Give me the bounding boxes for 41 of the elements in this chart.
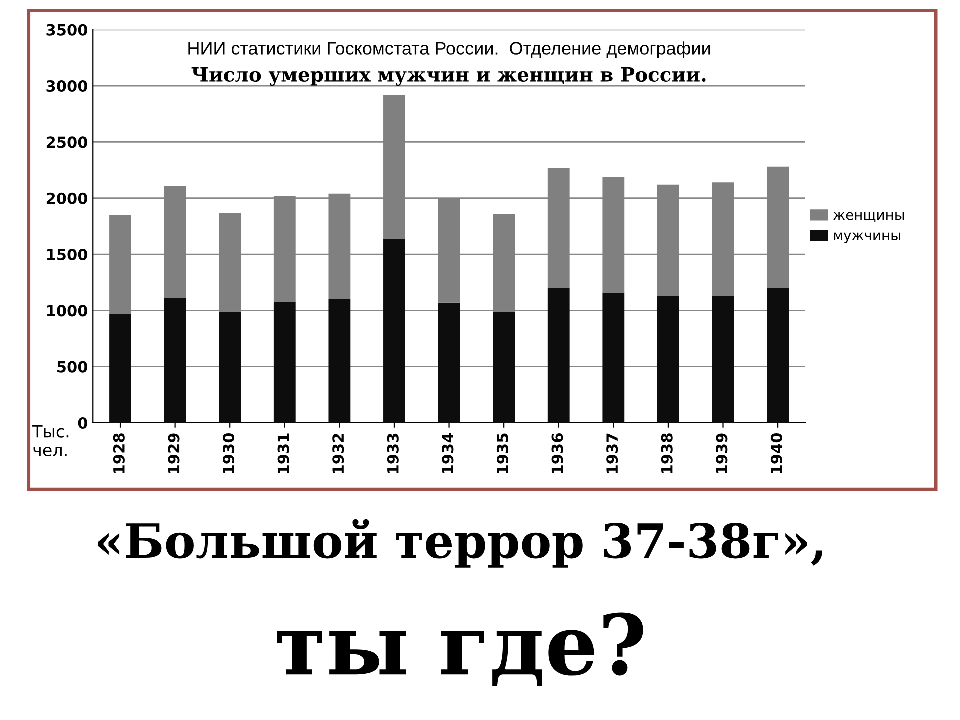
text: НИИ статистики Госкомстата России. Отделение демографии	[188, 42, 710, 59]
bar	[493, 312, 516, 423]
bar	[328, 299, 351, 423]
x-tick-label: 1933	[387, 434, 399, 474]
bar	[767, 288, 789, 423]
bar	[657, 296, 680, 423]
x-tick-label: 1938	[661, 434, 673, 474]
y-tick-label: 3500	[46, 24, 88, 36]
legend-label: женщины	[834, 212, 904, 222]
legend-label: мужчины	[834, 232, 900, 244]
x-tick-label: 1936	[552, 434, 564, 474]
x-tick-label: 1939	[716, 434, 728, 474]
bar	[712, 296, 734, 423]
text: Число умерших мужчин и женщин в России.	[192, 68, 706, 86]
bar	[438, 302, 460, 423]
bar	[164, 298, 186, 423]
y-tick-label: 3000	[46, 80, 88, 92]
x-tick-label: 1931	[278, 434, 290, 474]
y-tick-label: 1000	[47, 305, 88, 317]
y-tick-label: 2500	[46, 136, 88, 148]
bar	[548, 288, 570, 423]
x-tick-label: 1930	[222, 433, 235, 474]
text: ты где?	[277, 612, 644, 686]
bar	[274, 302, 296, 423]
bar	[602, 292, 625, 423]
text: «Большой террор 37-38г»,	[98, 519, 823, 568]
x-tick-label: 1940	[770, 433, 782, 474]
bar	[219, 312, 242, 423]
x-tick-label: 1929	[168, 434, 180, 474]
bar	[384, 238, 406, 423]
y-tick-label: 0	[78, 417, 88, 430]
x-tick-label: 1928	[113, 434, 125, 474]
y-tick-label: 2000	[46, 192, 88, 204]
x-tick-label: 1935	[496, 434, 509, 474]
y-axis-title: Тыс. чел.	[32, 425, 69, 457]
bar	[110, 314, 132, 423]
y-tick-label: 1500	[47, 248, 88, 261]
x-tick-label: 1937	[606, 434, 618, 474]
y-tick-label: 500	[58, 361, 88, 373]
x-tick-label: 1932	[332, 434, 344, 474]
x-tick-label: 1934	[442, 433, 454, 474]
